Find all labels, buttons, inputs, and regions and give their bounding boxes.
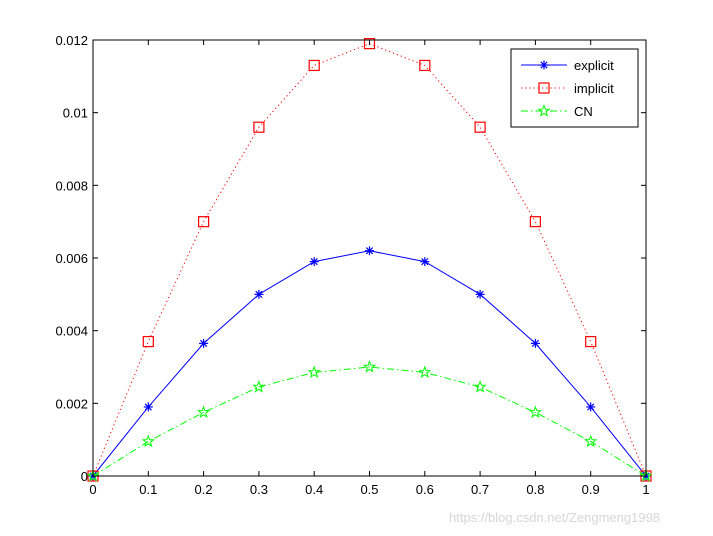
point-cn-4 <box>307 365 321 379</box>
y-tick-label: 0.006 <box>55 251 88 266</box>
x-tick-label: 0.8 <box>526 482 544 497</box>
point-cn-7 <box>473 380 487 393</box>
x-tick-label: 0.4 <box>305 482 323 497</box>
point-cn-6 <box>418 365 432 379</box>
y-tick-label: 0.012 <box>55 33 88 48</box>
legend-item-implicit: implicit <box>521 81 614 96</box>
point-cn-2 <box>197 405 211 419</box>
legend-label: explicit <box>574 58 614 73</box>
point-implicit-5 <box>363 38 376 50</box>
point-implicit-7 <box>474 121 486 133</box>
legend-box <box>510 48 639 128</box>
point-explicit-3 <box>254 289 264 299</box>
axes-layer: 0 0.1 0.2 0.3 0.4 0.5 0.6 0.7 0.8 0.9 1 0 0.002 0.004… <box>55 33 649 497</box>
series-line-cn <box>92 366 647 477</box>
point-implicit-6 <box>419 59 431 72</box>
point-explicit-6 <box>420 257 430 267</box>
point-explicit-4 <box>309 257 319 267</box>
point-implicit-4 <box>308 59 320 72</box>
legend-item-cn: CN <box>521 104 593 119</box>
y-tick-label: 0.004 <box>55 324 88 339</box>
point-explicit-8 <box>530 338 540 348</box>
x-tick-label: 0.6 <box>416 482 434 497</box>
point-explicit-2 <box>199 338 209 348</box>
legend-marker <box>538 82 550 94</box>
x-tick-label: 0.9 <box>582 482 600 497</box>
point-explicit-7 <box>475 289 485 299</box>
point-cn-9 <box>584 434 598 448</box>
point-cn-1 <box>141 434 155 448</box>
x-tick-label: 0 <box>89 482 96 497</box>
legend-marker <box>539 60 549 70</box>
point-explicit-1 <box>143 402 153 412</box>
y-tick-label: 0.008 <box>55 178 88 193</box>
x-tick-label: 0.2 <box>195 482 213 497</box>
y-tick-label: 0.002 <box>55 396 88 411</box>
legend-label: CN <box>574 104 593 119</box>
point-implicit-8 <box>529 216 542 228</box>
point-cn-8 <box>528 405 542 419</box>
watermark-text: https://blog.csdn.net/Zengmeng1998 <box>449 510 661 525</box>
legend-item-explicit: explicit <box>521 58 614 73</box>
x-tick-label: 0.5 <box>360 482 378 497</box>
point-implicit-9 <box>585 335 597 348</box>
point-cn-5 <box>362 360 377 373</box>
point-implicit-2 <box>198 216 210 228</box>
point-explicit-5 <box>365 246 374 256</box>
legend-marker <box>537 104 551 117</box>
x-tick-label: 0.7 <box>471 482 489 497</box>
point-implicit-1 <box>142 335 154 348</box>
point-implicit-3 <box>253 121 265 133</box>
y-tick-label: 0 <box>81 469 88 484</box>
x-tick-label: 0.3 <box>250 482 268 497</box>
point-cn-10 <box>639 469 653 482</box>
x-tick-label: 0.1 <box>139 482 157 497</box>
legend: explicit implicit CN <box>510 48 639 128</box>
y-tick-label: 0.01 <box>63 106 88 121</box>
point-explicit-9 <box>586 402 596 412</box>
legend-label: implicit <box>574 81 614 96</box>
point-cn-3 <box>252 380 266 393</box>
point-cn-0 <box>86 469 100 482</box>
x-tick-label: 1 <box>642 482 649 497</box>
